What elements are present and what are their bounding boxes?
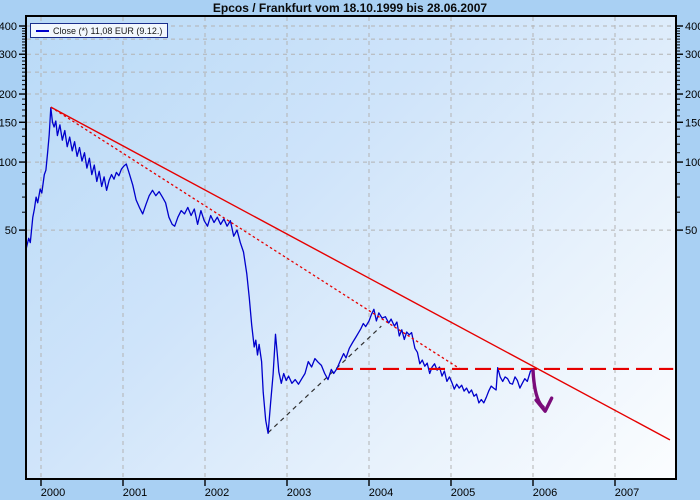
- plot-frame: [25, 15, 677, 480]
- x-axis-label: 2007: [615, 487, 639, 499]
- legend-label: Close (*) 11,08 EUR (9.12.): [53, 25, 163, 36]
- downtrend-solid: [50, 106, 671, 441]
- x-axis-label: 2004: [369, 487, 393, 499]
- x-axis-label: 2000: [41, 487, 65, 499]
- x-axis-label: 2005: [451, 487, 475, 499]
- y-axis-label-left: 200: [0, 89, 17, 101]
- y-axis-label-right: 300: [685, 49, 700, 61]
- x-axis-label: 2006: [533, 487, 557, 499]
- y-axis-label-right: 100: [685, 157, 700, 169]
- y-axis-label-left: 400: [0, 21, 17, 33]
- x-axis-label: 2003: [287, 487, 311, 499]
- y-axis-label-left: 50: [5, 225, 17, 237]
- y-axis-label-right: 200: [685, 89, 700, 101]
- x-axis-label: 2001: [123, 487, 147, 499]
- y-axis-label-left: 150: [0, 117, 17, 129]
- y-axis-label-left: 300: [0, 49, 17, 61]
- y-axis-label-right: 50: [685, 225, 697, 237]
- legend-box: Close (*) 11,08 EUR (9.12.): [30, 23, 169, 38]
- downtrend-dotted: [50, 106, 462, 370]
- chart-title: Epcos / Frankfurt vom 18.10.1999 bis 28.…: [212, 1, 488, 15]
- price-line: [27, 107, 534, 435]
- breakdown-arrow-head: [534, 396, 554, 413]
- y-axis-label-right: 150: [685, 117, 700, 129]
- x-axis-label: 2002: [205, 487, 229, 499]
- y-axis-label-left: 100: [0, 157, 17, 169]
- legend-line-sample-icon: [36, 29, 49, 32]
- y-axis-label-right: 400: [685, 21, 700, 33]
- recovery-dashed-black: [267, 325, 382, 434]
